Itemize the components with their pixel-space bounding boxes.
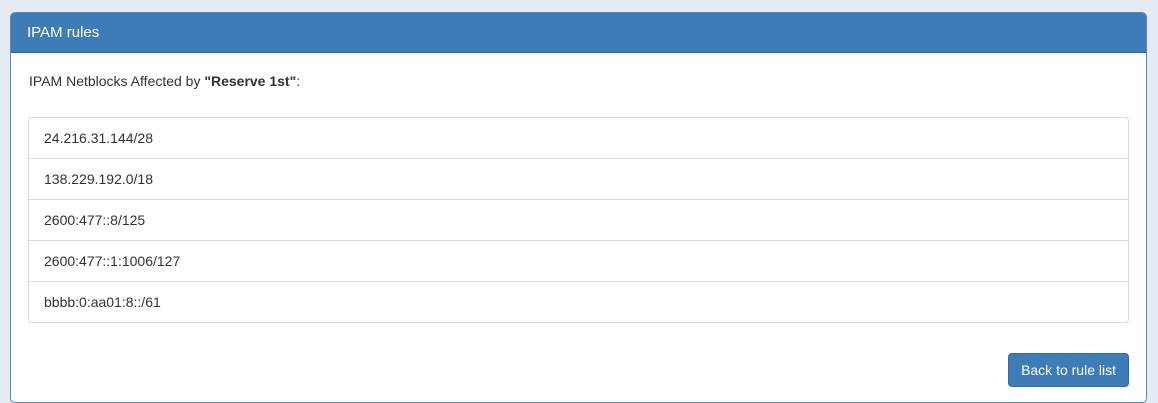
- rule-name: "Reserve 1st": [204, 73, 297, 89]
- back-to-rule-list-button[interactable]: Back to rule list: [1008, 353, 1129, 387]
- affected-netblocks-label: IPAM Netblocks Affected by "Reserve 1st"…: [29, 71, 1129, 91]
- panel-title: IPAM rules: [27, 24, 100, 41]
- netblock-list-item: 2600:477::1:1006/127: [28, 240, 1129, 282]
- button-row: Back to rule list: [28, 353, 1129, 387]
- netblock-list-item: 24.216.31.144/28: [28, 117, 1129, 159]
- affected-label-prefix: IPAM Netblocks Affected by: [29, 73, 205, 89]
- netblock-list: 24.216.31.144/28 138.229.192.0/18 2600:4…: [28, 117, 1129, 323]
- netblock-list-item: 138.229.192.0/18: [28, 158, 1129, 200]
- panel-header: IPAM rules: [11, 13, 1146, 53]
- netblock-list-item: 2600:477::8/125: [28, 199, 1129, 241]
- panel-body: IPAM Netblocks Affected by "Reserve 1st"…: [11, 53, 1146, 402]
- affected-label-suffix: :: [296, 73, 301, 89]
- netblock-list-item: bbbb:0:aa01:8::/61: [28, 281, 1129, 323]
- ipam-rules-panel: IPAM rules IPAM Netblocks Affected by "R…: [10, 12, 1147, 403]
